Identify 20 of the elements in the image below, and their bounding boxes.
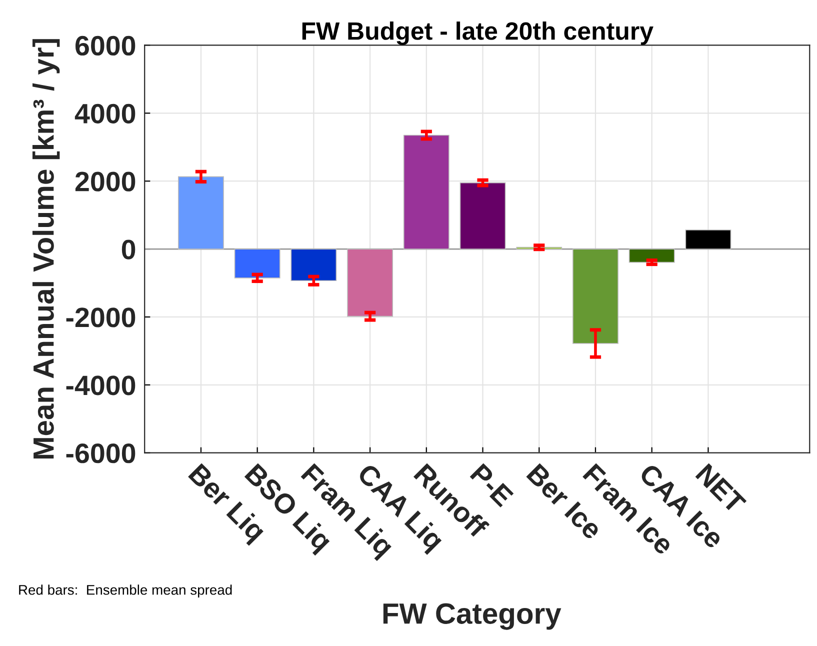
- bar: [403, 134, 450, 250]
- bar: [234, 248, 280, 278]
- y-axis-title: Mean Annual Volume [km³ / yr]: [32, 39, 60, 459]
- y-tick-label: -6000: [66, 444, 136, 464]
- y-tick-label: -4000: [66, 376, 136, 396]
- bar: [572, 248, 618, 344]
- chart-title: FW Budget - late 20th century: [302, 22, 654, 45]
- y-tick-label: 2000: [75, 172, 136, 192]
- y-tick-label: -2000: [66, 308, 136, 328]
- bar: [178, 176, 224, 250]
- y-tick-label: 0: [122, 240, 136, 260]
- y-tick-label: 4000: [74, 104, 136, 124]
- bar: [628, 248, 675, 263]
- bar: [290, 248, 337, 282]
- y-tick-label: 6000: [76, 36, 136, 56]
- x-axis-title: FW Category: [383, 603, 562, 630]
- text: Red bars: Ensemble mean spread: [19, 584, 232, 598]
- bar: [460, 182, 506, 250]
- bar: [685, 230, 732, 250]
- bar: [347, 248, 394, 317]
